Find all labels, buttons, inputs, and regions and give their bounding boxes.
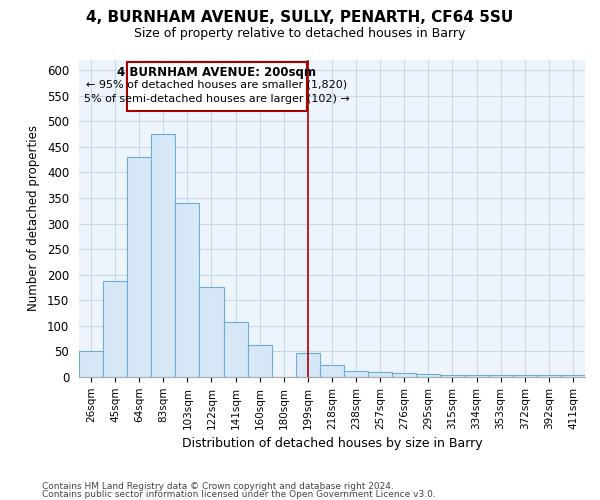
Text: Contains public sector information licensed under the Open Government Licence v3: Contains public sector information licen… bbox=[42, 490, 436, 499]
Bar bbox=[488, 376, 513, 377]
Bar bbox=[127, 157, 151, 377]
Bar bbox=[416, 374, 440, 377]
Y-axis label: Number of detached properties: Number of detached properties bbox=[27, 126, 40, 312]
Bar bbox=[224, 322, 248, 377]
Bar bbox=[175, 203, 199, 377]
Bar bbox=[296, 354, 320, 377]
Bar bbox=[513, 376, 537, 377]
Bar bbox=[464, 375, 488, 377]
Bar bbox=[151, 134, 175, 377]
Bar bbox=[79, 352, 103, 377]
Text: Size of property relative to detached houses in Barry: Size of property relative to detached ho… bbox=[134, 28, 466, 40]
Text: 4 BURNHAM AVENUE: 200sqm: 4 BURNHAM AVENUE: 200sqm bbox=[118, 66, 316, 78]
Bar bbox=[440, 375, 464, 377]
Text: 4, BURNHAM AVENUE, SULLY, PENARTH, CF64 5SU: 4, BURNHAM AVENUE, SULLY, PENARTH, CF64 … bbox=[86, 10, 514, 25]
Bar bbox=[392, 373, 416, 377]
Text: Contains HM Land Registry data © Crown copyright and database right 2024.: Contains HM Land Registry data © Crown c… bbox=[42, 482, 394, 491]
FancyBboxPatch shape bbox=[127, 62, 307, 111]
Bar bbox=[344, 371, 368, 377]
Bar bbox=[561, 376, 585, 377]
Text: 5% of semi-detached houses are larger (102) →: 5% of semi-detached houses are larger (1… bbox=[84, 94, 350, 104]
X-axis label: Distribution of detached houses by size in Barry: Distribution of detached houses by size … bbox=[182, 437, 482, 450]
Text: ← 95% of detached houses are smaller (1,820): ← 95% of detached houses are smaller (1,… bbox=[86, 80, 347, 90]
Bar bbox=[537, 375, 561, 377]
Bar bbox=[368, 372, 392, 377]
Bar bbox=[103, 281, 127, 377]
Bar bbox=[320, 364, 344, 377]
Bar bbox=[248, 345, 272, 377]
Bar bbox=[199, 288, 224, 377]
